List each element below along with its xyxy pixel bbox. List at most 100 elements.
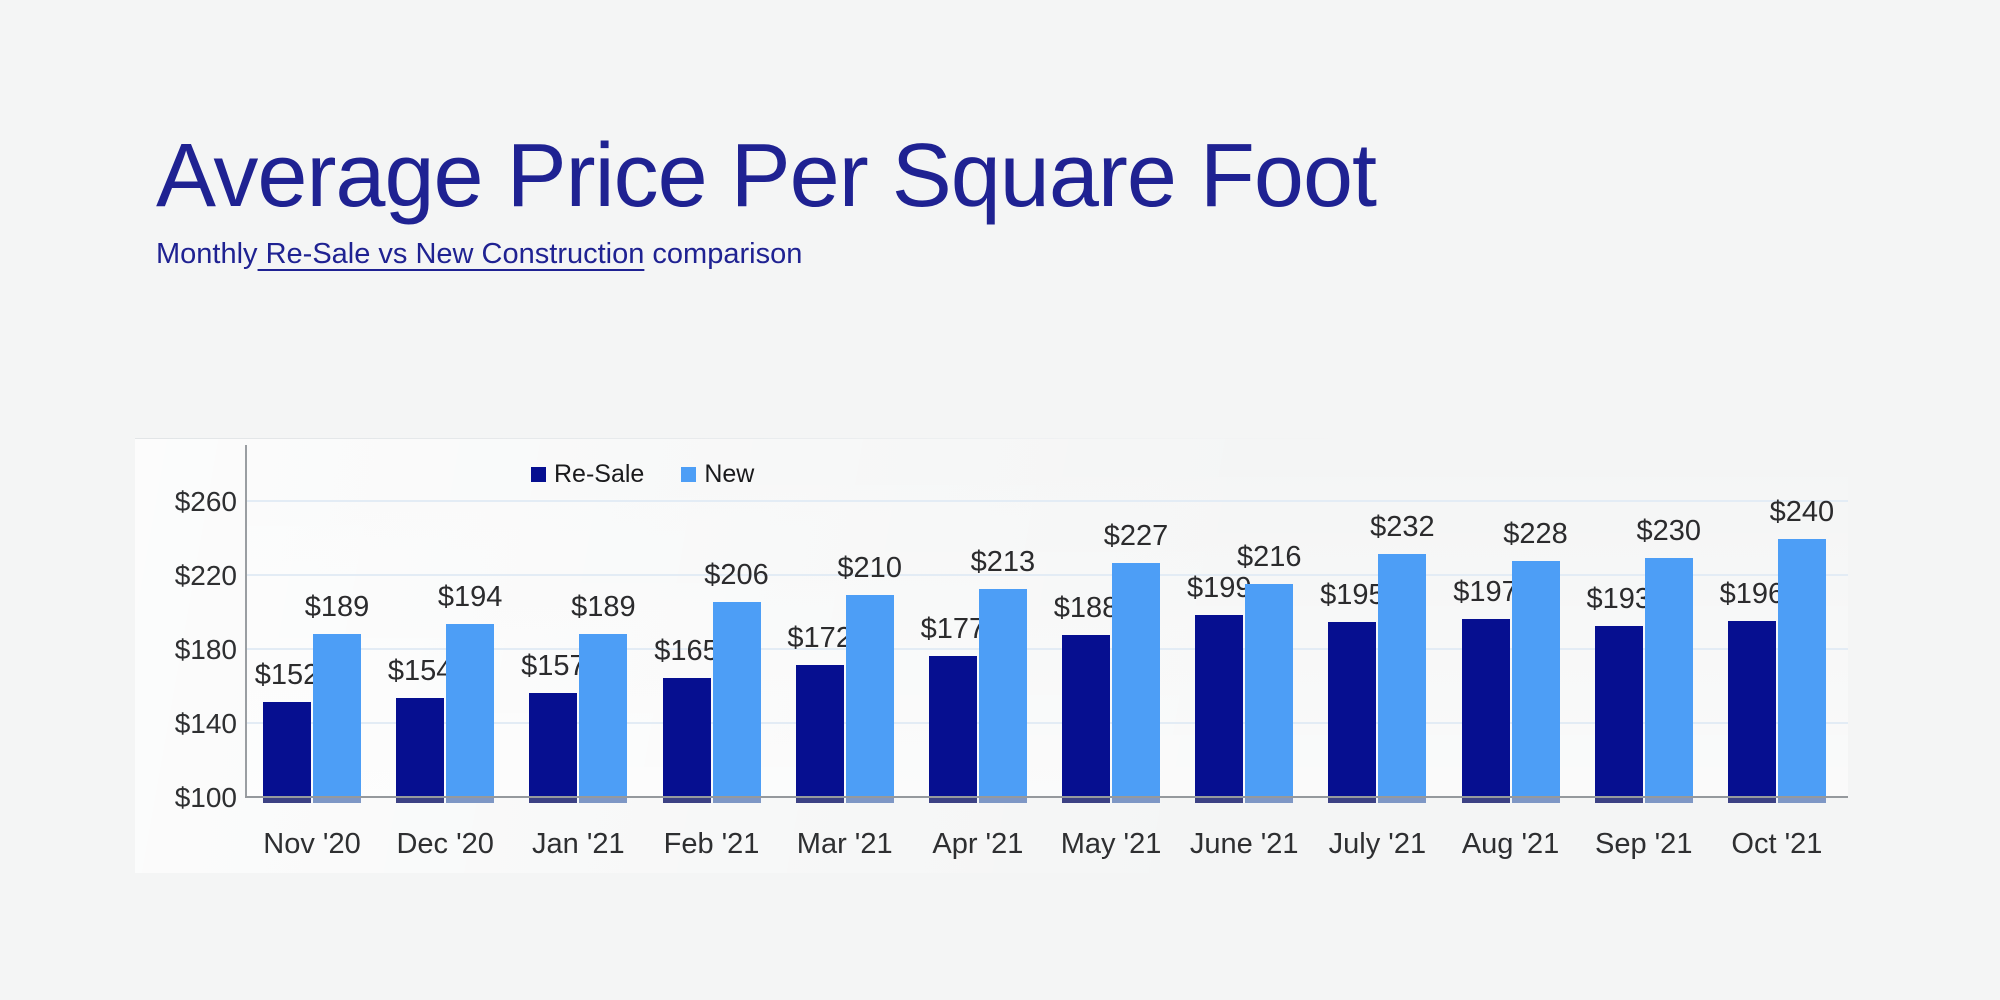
- bar-resale: $157: [521, 650, 586, 804]
- resale-swatch-icon: [531, 467, 546, 482]
- bar-new: $228: [1503, 518, 1568, 803]
- bar-value-label: $165: [654, 634, 719, 667]
- y-axis: $100 $140 $180 $220 $260: [135, 445, 245, 813]
- bar-group: $165 $206 Feb '21: [654, 445, 769, 860]
- bar-resale: $196: [1720, 578, 1784, 804]
- bar-resale: $165: [654, 635, 719, 804]
- bar-new: $213: [971, 546, 1035, 803]
- bar-value-label: $172: [787, 621, 852, 654]
- gridline: [245, 722, 1848, 725]
- y-axis-label: $140: [174, 708, 237, 740]
- bar-group: $177 $213 Apr '21: [921, 445, 1036, 860]
- bar-resale: $172: [787, 622, 852, 804]
- chart-header: Average Price Per Square Foot Monthly Re…: [156, 126, 1377, 271]
- y-axis-label: $100: [174, 782, 237, 813]
- bar-new: $216: [1237, 541, 1301, 804]
- y-axis-line: [245, 445, 247, 798]
- bar-value-label: $213: [970, 546, 1036, 579]
- page-subtitle: Monthly Re-Sale vs New Construction comp…: [156, 238, 1376, 271]
- new-swatch-icon: [681, 467, 697, 482]
- bar-group: $196 $240 Oct '21: [1720, 445, 1835, 860]
- x-axis-label: Mar '21: [796, 828, 893, 860]
- bar-group: $172 $210 Mar '21: [787, 445, 902, 860]
- bar-group: $188 $227 May '21: [1054, 445, 1169, 860]
- bar-new: $206: [704, 559, 769, 803]
- x-axis-label: Feb '21: [663, 828, 760, 860]
- x-axis-label: Dec '20: [396, 828, 494, 860]
- bar-resale: $199: [1187, 572, 1251, 803]
- bar-group: $157 $189 Jan '21: [521, 445, 636, 860]
- bar-value-label: $206: [704, 559, 769, 592]
- bar-value-label: $199: [1186, 572, 1252, 605]
- x-axis-label: May '21: [1060, 828, 1162, 860]
- y-axis-label: $260: [174, 486, 237, 518]
- chart-card: $100 $140 $180 $220 $260 $152 $189 Nov '20 $154…: [135, 438, 1875, 873]
- bar-value-label: $240: [1769, 496, 1835, 529]
- legend-item-resale: Re-Sale: [531, 460, 644, 489]
- bar-value-label: $216: [1236, 540, 1302, 573]
- bar-new: $194: [438, 581, 502, 803]
- bar-value-label: $227: [1103, 520, 1169, 553]
- x-axis-label: Sep '21: [1594, 828, 1693, 860]
- bar-group: $197 $228 Aug '21: [1453, 445, 1568, 860]
- subtitle-suffix: comparison: [644, 238, 803, 270]
- bar-resale: $193: [1586, 583, 1651, 803]
- bar-value-label: $189: [571, 590, 636, 623]
- bar-resale: $154: [388, 655, 452, 803]
- bar-resale: $177: [921, 613, 985, 804]
- bar-group: $193 $230 Sep '21: [1586, 445, 1701, 860]
- x-axis-label: Jan '21: [532, 828, 625, 860]
- bar-group: $199 $216 June '21: [1187, 445, 1302, 860]
- subtitle-underlined-text: Re-Sale vs New Construction: [257, 238, 645, 270]
- bar-value-label: $189: [304, 590, 370, 623]
- chart-body: $100 $140 $180 $220 $260 $152 $189 Nov '20 $154…: [135, 438, 1875, 860]
- page-title: Average Price Per Square Foot: [156, 126, 1377, 226]
- bar-resale: $195: [1320, 579, 1385, 803]
- subtitle-prefix: Monthly: [156, 238, 258, 270]
- bar-value-label: $232: [1370, 511, 1435, 544]
- bar-new: $227: [1104, 520, 1168, 803]
- bar-new: $230: [1636, 515, 1701, 804]
- bar-value-label: $154: [387, 655, 453, 688]
- bar-new: $232: [1370, 511, 1435, 803]
- bar-new: $240: [1770, 496, 1834, 803]
- plot-area: $152 $189 Nov '20 $154 $194 Dec '20 $157 $189 Ja…: [245, 445, 1848, 860]
- gridline: [245, 500, 1848, 503]
- bar-new: $189: [571, 591, 636, 804]
- bar-group: $152 $189 Nov '20: [255, 445, 370, 860]
- bar-value-label: $228: [1503, 518, 1568, 551]
- x-axis-line: [245, 796, 1848, 798]
- x-axis-label: July '21: [1328, 828, 1427, 860]
- bar-value-label: $230: [1636, 514, 1701, 547]
- legend: Re-Sale New: [531, 460, 754, 489]
- gridline: [245, 574, 1848, 577]
- bar-value-label: $197: [1453, 575, 1518, 608]
- bar-value-label: $193: [1586, 583, 1651, 616]
- bar-new: $210: [837, 552, 902, 804]
- y-axis-label: $220: [174, 560, 237, 592]
- bar-value-label: $210: [837, 551, 902, 584]
- legend-item-new: New: [681, 460, 754, 489]
- bar-value-label: $177: [920, 612, 986, 645]
- bar-value-label: $157: [521, 649, 586, 682]
- bar-group: $154 $194 Dec '20: [388, 445, 503, 860]
- bar-value-label: $196: [1719, 577, 1785, 610]
- bar-group: $195 $232 July '21: [1320, 445, 1435, 860]
- x-axis-label: Nov '20: [263, 828, 361, 860]
- x-axis-label: June '21: [1189, 828, 1299, 860]
- bar-value-label: $152: [254, 658, 320, 691]
- bar-new: $189: [305, 591, 369, 804]
- legend-label-new: New: [704, 460, 755, 488]
- x-axis-label: Aug '21: [1461, 828, 1560, 860]
- bar-value-label: $194: [437, 581, 503, 614]
- legend-label-resale: Re-Sale: [554, 460, 645, 488]
- bar-value-label: $195: [1320, 579, 1385, 612]
- y-axis-label: $180: [174, 634, 237, 666]
- bar-resale: $197: [1453, 576, 1518, 804]
- bar-resale: $188: [1054, 592, 1118, 803]
- bar-resale: $152: [255, 659, 319, 804]
- x-axis-label: Oct '21: [1731, 828, 1823, 860]
- bars-row: $152 $189 Nov '20 $154 $194 Dec '20 $157 $189 Ja…: [245, 445, 1848, 860]
- gridline: [245, 648, 1848, 651]
